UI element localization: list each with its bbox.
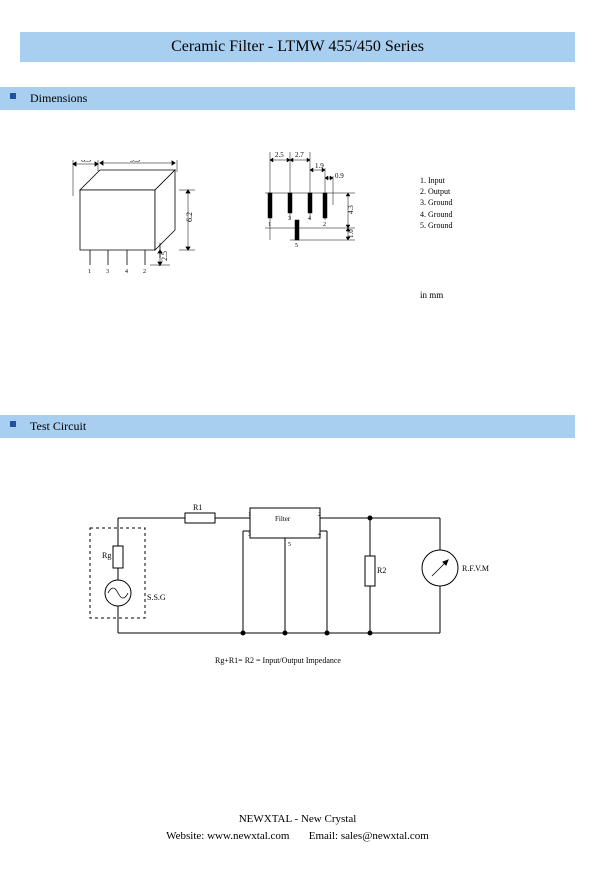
dimensions-area: 6.5 9.5 6.2 2.5 1 3 4 2 5 — [50, 135, 545, 315]
section-dimensions-label: Dimensions — [30, 91, 87, 105]
package-3d-drawing: 6.5 9.5 6.2 2.5 1 3 4 2 5 — [60, 160, 220, 315]
circuit-p4: 4 — [318, 532, 321, 538]
dim-6.2: 6.2 — [185, 212, 194, 222]
bullet-icon — [10, 93, 16, 99]
unit-note: in mm — [420, 290, 443, 300]
circuit-p5: 5 — [288, 542, 291, 548]
pin-legend-1: 1. Input — [420, 175, 452, 186]
pindim-0.9: 0.9 — [335, 172, 344, 180]
pin-num-1: 1 — [88, 269, 91, 275]
circuit-rg: Rg — [102, 551, 111, 560]
pindim-1.0: 1.0 — [347, 229, 355, 238]
pin-legend-4: 4. Ground — [420, 209, 452, 220]
circuit-p1: 1 — [248, 512, 251, 518]
circuit-r1: R1 — [193, 503, 202, 512]
pin-num-5: 5 — [158, 262, 161, 268]
pin-legend-5: 5. Ground — [420, 220, 452, 231]
test-circuit-diagram: Rg S.S.G R1 Filter R2 R.F.V.M 1 2 3 4 5 … — [80, 498, 515, 683]
pin-legend-3: 3. Ground — [420, 197, 452, 208]
pin-svg: 2.5 2.7 1.9 0.9 4.3 1.0 1 3 4 2 5 — [260, 150, 400, 270]
fp-pin-3: 3 — [288, 216, 291, 222]
section-testcircuit-label: Test Circuit — [30, 419, 86, 433]
pin-num-2: 3 — [106, 269, 109, 275]
page-footer: NEWXTAL - New Crystal Website: www.newxt… — [0, 811, 595, 844]
pindim-2.5: 2.5 — [275, 151, 284, 159]
pin-legend: 1. Input 2. Output 3. Ground 4. Ground 5… — [420, 175, 452, 231]
footer-website: www.newxtal.com — [207, 830, 289, 842]
fp-pin-4: 4 — [308, 216, 311, 222]
section-testcircuit-bar: Test Circuit — [0, 415, 575, 438]
dim-9.5: 9.5 — [130, 160, 140, 164]
package-svg: 6.5 9.5 6.2 2.5 1 3 4 2 5 — [60, 160, 220, 310]
circuit-rfvm: R.F.V.M — [462, 564, 489, 573]
pindim-2.7: 2.7 — [295, 151, 304, 159]
pin-num-3: 4 — [125, 269, 128, 275]
circuit-p3: 3 — [248, 532, 251, 538]
bullet-icon — [10, 421, 16, 427]
fp-pin-5: 5 — [295, 243, 298, 249]
page-title-bar: Ceramic Filter - LTMW 455/450 Series — [20, 32, 575, 62]
pin-num-4: 2 — [143, 269, 146, 275]
footer-company: NEWXTAL - New Crystal — [0, 811, 595, 828]
page-title: Ceramic Filter - LTMW 455/450 Series — [171, 38, 424, 55]
footer-email-label: Email: — [309, 830, 341, 842]
dim-6.5: 6.5 — [81, 160, 91, 164]
section-dimensions-bar: Dimensions — [0, 87, 575, 110]
pin-legend-2: 2. Output — [420, 186, 452, 197]
fp-pin-2: 2 — [323, 222, 326, 228]
circuit-filter: Filter — [275, 515, 291, 523]
circuit-svg: Rg S.S.G R1 Filter R2 R.F.V.M 1 2 3 4 5 … — [80, 498, 500, 678]
circuit-p2: 2 — [318, 512, 321, 518]
circuit-ssg: S.S.G — [147, 593, 166, 602]
circuit-note: Rg+R1= R2 = Input/Output Impedance — [215, 656, 341, 665]
pindim-1.9: 1.9 — [315, 162, 324, 170]
circuit-r2: R2 — [377, 566, 386, 575]
fp-pin-1: 1 — [268, 222, 271, 228]
footer-email: sales@newxtal.com — [341, 830, 429, 842]
pindim-4.3: 4.3 — [347, 205, 355, 214]
dim-2.5: 2.5 — [160, 251, 169, 261]
pin-footprint-drawing: 2.5 2.7 1.9 0.9 4.3 1.0 1 3 4 2 5 — [260, 150, 400, 275]
footer-website-label: Website: — [166, 830, 207, 842]
